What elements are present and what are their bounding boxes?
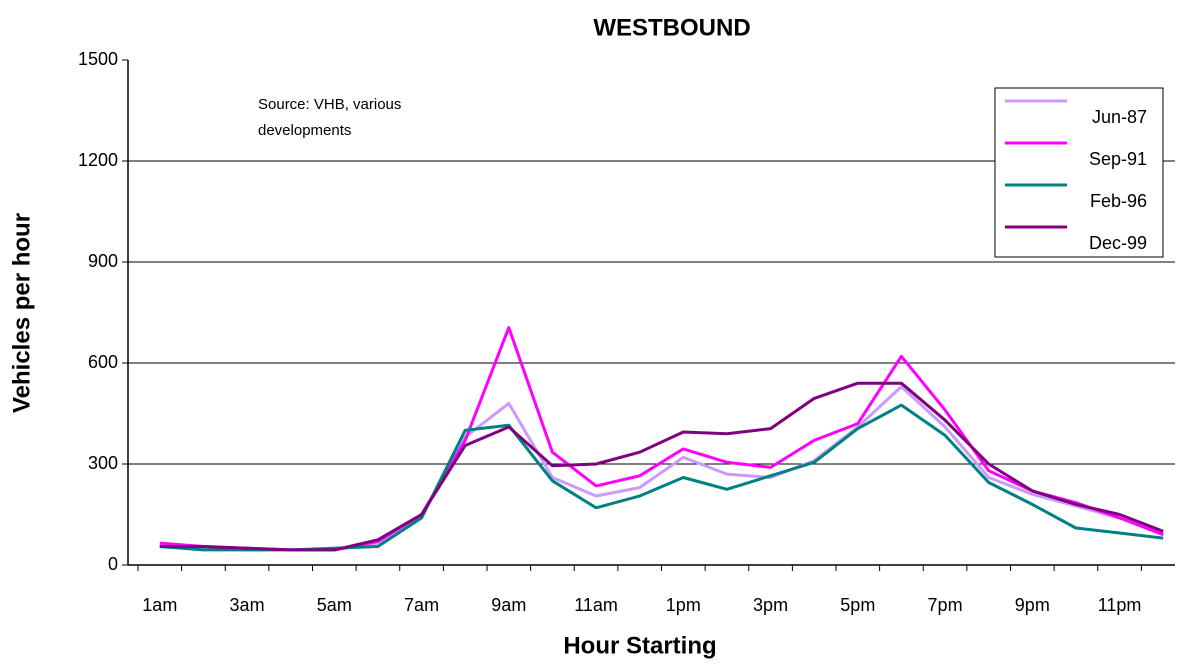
y-tick-label: 1500 [78,49,118,69]
series-line [159,385,1164,552]
legend-label: Sep-91 [1089,149,1147,169]
legend-box [994,87,1164,258]
y-tick-label: 900 [88,251,118,271]
x-tick-label: 5pm [840,595,875,615]
y-tick-label: 600 [88,352,118,372]
x-tick-label: 3pm [753,595,788,615]
x-tick-label: 11am [574,595,618,615]
y-tick-label: 0 [108,554,118,574]
x-tick-label: 9am [491,595,526,615]
x-axis-label: Hour Starting [563,632,716,659]
y-tick-label: 1200 [78,150,118,170]
annotation: Source: VHB, various [258,96,401,113]
y-tick-label: 300 [88,453,118,473]
series-line [159,326,1164,552]
x-tick-label: 5am [317,595,352,615]
x-tick-label: 7am [404,595,439,615]
x-tick-label: 11pm [1098,595,1142,615]
x-tick-label: 9pm [1015,595,1050,615]
legend-label: Feb-96 [1090,191,1147,211]
annotation: developments [258,122,351,139]
chart-title: WESTBOUND [593,14,750,41]
x-tick-label: 7pm [928,595,963,615]
y-axis-label: Vehicles per hour [8,213,35,413]
legend-label: Dec-99 [1089,233,1147,253]
legend-label: Jun-87 [1092,107,1147,127]
x-tick-label: 1pm [666,595,701,615]
x-tick-label: 3am [230,595,265,615]
x-tick-label: 1am [142,595,177,615]
series-line [159,381,1164,552]
